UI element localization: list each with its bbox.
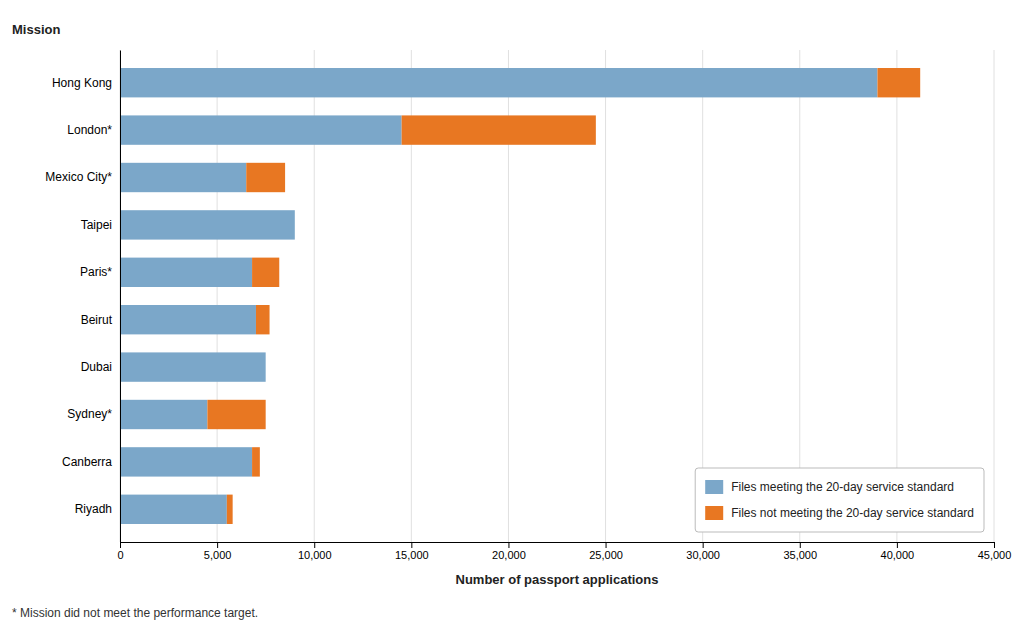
x-tick-mark	[217, 542, 218, 548]
y-tick: Paris*	[80, 265, 112, 279]
x-tick-mark	[314, 542, 315, 548]
x-tick-mark	[508, 542, 509, 548]
bar	[120, 495, 227, 524]
legend-swatch	[705, 480, 723, 494]
y-tick-label: Mexico City*	[45, 170, 112, 184]
bar	[120, 352, 266, 381]
y-tick-label: Taipei	[81, 218, 112, 232]
x-axis-title: Number of passport applications	[456, 572, 659, 587]
y-tick: Beirut	[81, 313, 113, 327]
x-tick-label: 0	[117, 549, 123, 561]
legend-label: Files meeting the 20-day service standar…	[731, 480, 954, 494]
x-tick: 0	[117, 542, 123, 561]
y-tick-label: Riyadh	[75, 502, 112, 516]
footnote: * Mission did not meet the performance t…	[12, 606, 258, 620]
y-tick: Taipei	[81, 218, 112, 232]
bar	[265, 352, 266, 381]
bar	[120, 68, 877, 97]
chart-svg: 0 5,000 10,000 15,000 20,000 25,000 30,000 35,0…	[0, 0, 1024, 627]
x-tick: 25,000	[589, 542, 623, 561]
bar	[120, 447, 252, 476]
y-tick: Hong Kong	[52, 76, 112, 90]
x-tick-label: 20,000	[492, 549, 526, 561]
y-tick: London*	[67, 123, 112, 137]
x-tick-label: 25,000	[589, 549, 623, 561]
x-tick-label: 35,000	[783, 549, 817, 561]
x-tick-label: 5,000	[204, 549, 232, 561]
y-tick-label: Hong Kong	[52, 76, 112, 90]
x-tick-mark	[897, 542, 898, 548]
bar	[120, 400, 207, 429]
grid	[120, 50, 994, 542]
bar	[294, 210, 295, 239]
legend: Files meeting the 20-day service standar…	[695, 468, 984, 532]
x-tick: 20,000	[492, 542, 526, 561]
legend-item: Files not meeting the 20-day service sta…	[705, 506, 974, 520]
x-tick-mark	[994, 542, 995, 548]
y-tick-label: Sydney*	[67, 407, 112, 421]
y-tick-label: Paris*	[80, 265, 112, 279]
bar	[252, 258, 279, 287]
bars	[120, 68, 920, 524]
y-tick: Dubai	[81, 360, 112, 374]
x-axis: 0 5,000 10,000 15,000 20,000 25,000 30,000 35,0…	[117, 542, 1011, 561]
bar	[252, 447, 260, 476]
x-tick: 5,000	[204, 542, 232, 561]
x-tick: 40,000	[881, 542, 915, 561]
y-tick-label: Dubai	[81, 360, 112, 374]
y-tick-label: Beirut	[81, 313, 113, 327]
x-tick-label: 30,000	[686, 549, 720, 561]
x-tick: 15,000	[395, 542, 429, 561]
x-tick-label: 10,000	[298, 549, 332, 561]
x-tick-label: 15,000	[395, 549, 429, 561]
x-tick-mark	[703, 542, 704, 548]
bar	[207, 400, 265, 429]
x-tick-label: 40,000	[881, 549, 915, 561]
bar	[120, 163, 246, 192]
bar	[120, 115, 402, 144]
y-tick: Canberra	[62, 455, 112, 469]
x-tick-mark	[606, 542, 607, 548]
bar	[120, 258, 252, 287]
x-tick-mark	[411, 542, 412, 548]
legend-box	[695, 468, 984, 532]
plot: 0 5,000 10,000 15,000 20,000 25,000 30,000 35,0…	[45, 50, 1011, 561]
bar	[120, 305, 256, 334]
legend-label: Files not meeting the 20-day service sta…	[731, 506, 974, 520]
y-axis-title: Mission	[12, 22, 60, 37]
x-tick: 45,000	[978, 542, 1012, 561]
bar-series	[207, 68, 920, 524]
x-tick: 30,000	[686, 542, 720, 561]
bar	[246, 163, 285, 192]
grid-line	[120, 50, 121, 542]
x-tick: 10,000	[298, 542, 332, 561]
y-tick: Sydney*	[67, 407, 112, 421]
bar	[402, 115, 596, 144]
bar	[256, 305, 270, 334]
y-tick: Riyadh	[75, 502, 112, 516]
legend-swatch	[705, 506, 723, 520]
grid-line	[605, 50, 606, 542]
y-tick-label: London*	[67, 123, 112, 137]
bar	[120, 210, 295, 239]
y-tick: Mexico City*	[45, 170, 112, 184]
bar-series	[120, 68, 877, 524]
bar	[877, 68, 920, 97]
y-axis-line	[120, 51, 121, 543]
bar	[227, 495, 233, 524]
x-tick-mark	[800, 542, 801, 548]
x-axis-line	[121, 543, 995, 549]
legend-item: Files meeting the 20-day service standar…	[705, 480, 954, 494]
y-tick-label: Canberra	[62, 455, 112, 469]
y-axis: Hong Kong London* Mexico City* Taipei Paris*…	[45, 51, 120, 543]
x-tick: 35,000	[783, 542, 817, 561]
grid-line	[994, 50, 995, 542]
x-tick-mark	[120, 542, 121, 548]
x-tick-label: 45,000	[978, 549, 1012, 561]
